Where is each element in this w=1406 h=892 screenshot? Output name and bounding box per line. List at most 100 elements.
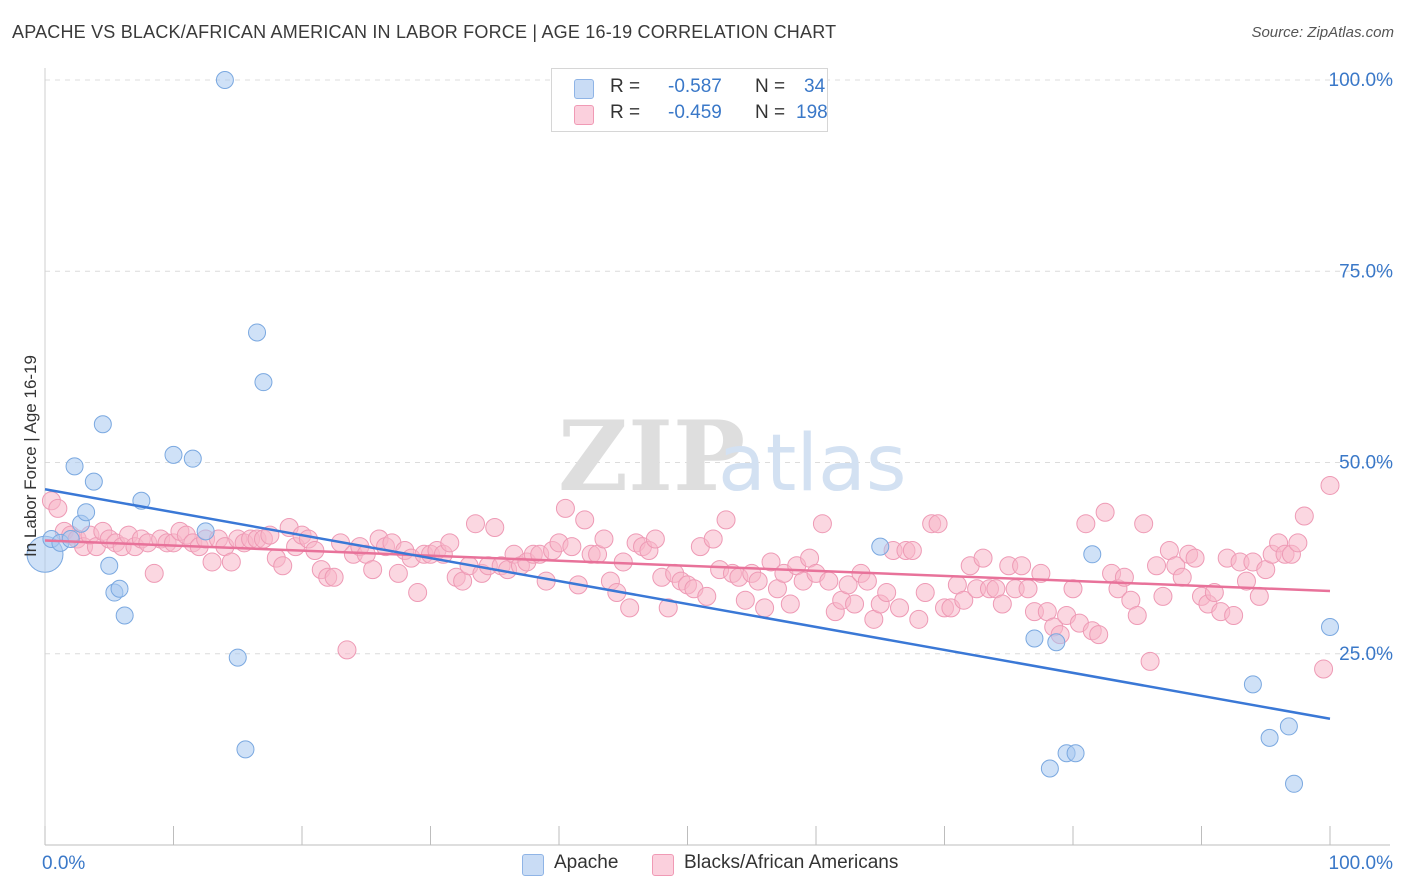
data-point-black [845,594,865,614]
data-point-apache [100,556,119,575]
data-point-apache [93,415,112,434]
data-point-black [144,563,164,583]
legend-swatch-black [574,105,594,125]
legend-n-value: 34 [804,76,826,97]
legend-r-value: -0.459 [668,102,722,123]
trend-line-apache [44,488,1331,721]
data-point-apache [115,606,134,625]
gridlines [45,79,1390,655]
data-point-black [1314,659,1334,679]
data-point-black [890,598,910,618]
data-point-black [202,552,222,572]
data-point-black [819,571,839,591]
data-point-black [620,598,640,618]
data-point-black [1134,514,1154,534]
data-point-black [645,529,665,549]
data-point-apache [1066,744,1085,763]
data-point-black [485,518,505,538]
data-point-black [877,583,897,603]
data-point-black [594,529,614,549]
data-point-apache [196,522,215,541]
data-point-black [954,590,974,610]
trend-lines [44,488,1331,721]
legend-box: R = -0.587 N = 34 R = -0.459 N = 198 [551,68,828,132]
data-point-apache [236,740,255,759]
bottom-legend-swatch-black [652,854,674,876]
data-point-black [440,533,460,553]
data-point-black [992,594,1012,614]
data-point-black [915,583,935,603]
data-point-black [1224,606,1244,625]
data-point-black [555,498,575,518]
data-point-black [755,598,775,618]
data-point-apache [84,472,103,491]
data-point-black [761,552,781,572]
data-point-apache [871,537,890,556]
data-point-apache [1260,728,1279,747]
data-point-black [973,548,993,568]
data-point-black [1018,579,1038,599]
source-label: Source: ZipAtlas.com [1251,24,1394,41]
legend-r-label: R = [610,76,646,97]
axes [44,68,1390,846]
data-point-black [324,567,344,587]
y-axis-label: In Labor Force | Age 16-19 [21,355,40,557]
data-point-apache [254,373,273,392]
data-point-black [1012,556,1032,576]
data-point-black [902,540,922,560]
data-point-black [1320,475,1340,495]
bottom-legend-label-black: Blacks/African Americans [684,852,899,873]
data-point-black [1172,567,1192,587]
data-point-black [1153,586,1173,606]
data-point-black [1147,556,1167,576]
data-point-apache [1025,629,1044,648]
y-tick-label: 100.0% [1329,70,1394,91]
data-point-black [716,510,736,530]
data-point-apache [164,445,183,464]
data-point-black [928,514,948,534]
data-point-black [735,590,755,610]
data-point-black [1095,502,1115,522]
data-point-apache [1040,759,1059,778]
data-point-apache [1243,675,1262,694]
data-point-apache [183,449,202,468]
legend-r-label: R = [610,102,646,123]
data-point-apache [1047,633,1066,652]
tick-labels: 25.0% 50.0% 75.0% 100.0% 0.0% 100.0% [42,70,1393,874]
legend-n-value: 198 [796,102,828,123]
legend-swatch-apache [574,79,594,99]
chart-title: APACHE VS BLACK/AFRICAN AMERICAN IN LABO… [12,22,837,42]
data-point-black [465,514,485,534]
data-point-black [1063,579,1083,599]
data-point-black [1127,606,1147,625]
data-point-black [221,552,241,572]
data-point-black [575,510,595,530]
data-point-black [1031,563,1051,583]
data-point-apache [110,579,129,598]
data-point-black [388,563,408,583]
legend-n-label: N = [755,102,791,123]
data-point-black [857,571,877,591]
y-tick-label: 50.0% [1339,453,1393,474]
data-point-apache [65,457,84,476]
data-point-apache [1083,545,1102,564]
data-point-apache [1321,617,1339,636]
data-point-apache [228,648,247,667]
data-point-black [1236,571,1256,591]
data-point-black [1249,586,1269,606]
data-point-black [697,586,717,606]
watermark-atlas: atlas [718,419,907,509]
series-apache [26,71,1339,793]
trend-line-black [44,539,1331,593]
data-point-black [838,575,858,595]
data-point-black [1204,583,1224,603]
data-point-black [1089,625,1109,645]
data-point-apache [215,71,234,89]
data-point-black [337,640,357,660]
legend-n-label: N = [755,76,791,97]
watermark-zip: ZIP [558,400,745,513]
x-tick-label: 0.0% [42,853,85,874]
data-point-black [748,571,768,591]
data-point-black [703,529,723,549]
